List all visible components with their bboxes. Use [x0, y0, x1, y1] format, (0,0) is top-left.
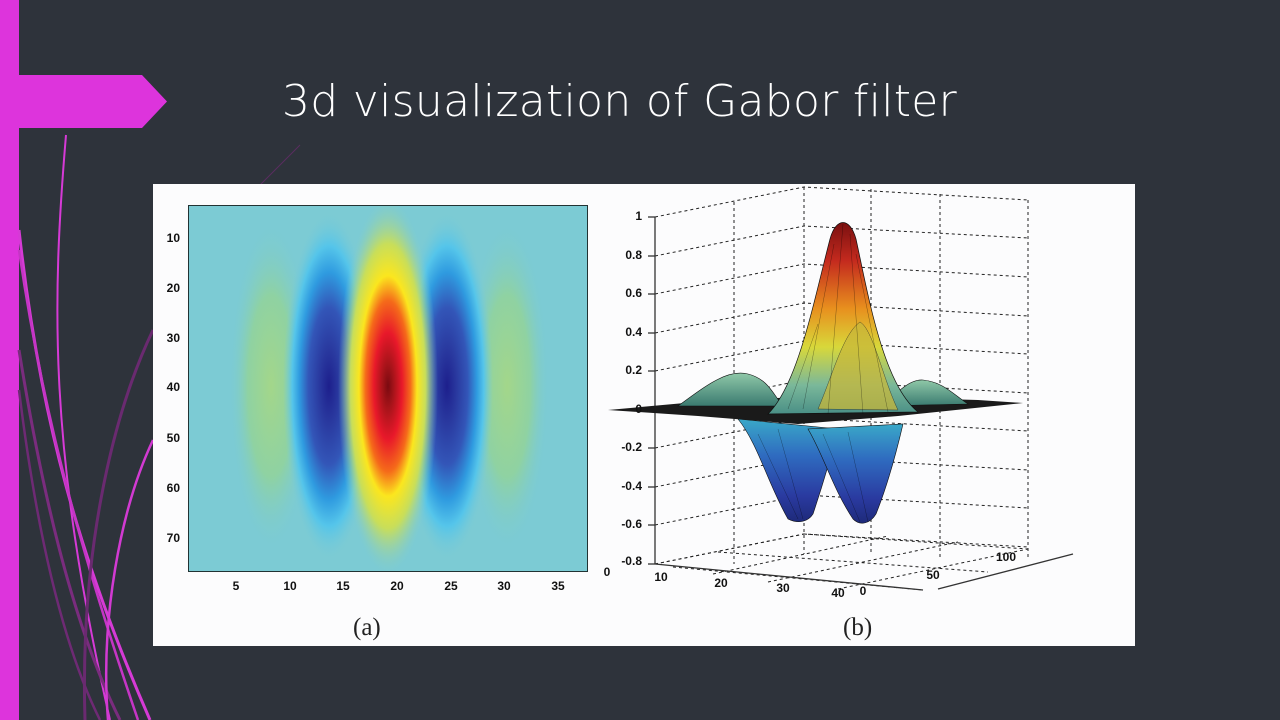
- caption-a: (a): [353, 614, 381, 641]
- z-tick-label: 0.4: [625, 325, 642, 339]
- x-tick-label: 10: [654, 570, 668, 584]
- z-tick-label: -0.6: [621, 517, 642, 531]
- x-tick-label: 40: [831, 586, 845, 600]
- x-tick-label: 35: [551, 579, 565, 593]
- x-tick-label: 25: [444, 579, 458, 593]
- z-tick-label: 0.2: [625, 363, 642, 377]
- y-tick-label: 30: [166, 331, 180, 345]
- y-tick-label: 0: [859, 584, 867, 598]
- heatmap-image: [189, 206, 587, 571]
- y-tick-label: 50: [166, 431, 180, 445]
- z-tick-label: 0.6: [625, 286, 642, 300]
- y-tick-label: 60: [166, 481, 180, 495]
- x-tick-label: 10: [283, 579, 297, 593]
- y-tick-label: 100: [995, 550, 1017, 564]
- y-tick-label: 40: [166, 380, 180, 394]
- decorative-curves: [17, 134, 301, 720]
- accent-left-bar: [0, 0, 19, 720]
- x-tick-label: 20: [714, 576, 728, 590]
- x-tick-label: 15: [336, 579, 350, 593]
- x-tick-label: 5: [232, 579, 240, 593]
- x-tick-label: 30: [497, 579, 511, 593]
- surface-panel: 1 0.8 0.6 0.4 0.2 0 -0.2 -0.4 -0.6 -0.8 …: [598, 184, 1135, 646]
- x-tick-label: 20: [390, 579, 404, 593]
- y-tick-label: 50: [926, 568, 940, 582]
- title-arrow-marker: [0, 75, 167, 128]
- y-tick-label: 20: [166, 281, 180, 295]
- z-tick-label: 0: [635, 402, 642, 416]
- heatmap-panel: 10 20 30 40 50 60 70 5 10 15 20 25 30 35: [167, 205, 588, 593]
- z-tick-label: 0.8: [625, 248, 642, 262]
- x-tick-label: 0: [603, 565, 611, 579]
- z-tick-label: -0.4: [621, 479, 642, 493]
- surface-plot: [608, 186, 1074, 591]
- y-tick-label: 70: [166, 531, 180, 545]
- x-tick-label: 30: [776, 581, 790, 595]
- y-tick-label: 10: [166, 231, 180, 245]
- z-tick-label: 1: [635, 209, 642, 223]
- z-tick-label: -0.2: [621, 440, 642, 454]
- caption-b: (b): [843, 614, 873, 641]
- slide-title: 3d visualization of Gabor filter: [282, 76, 958, 127]
- heatmap-plot-area: [188, 205, 588, 572]
- gabor-figure: 10 20 30 40 50 60 70 5 10 15 20 25 30 35…: [153, 184, 1135, 646]
- z-tick-label: -0.8: [621, 554, 642, 568]
